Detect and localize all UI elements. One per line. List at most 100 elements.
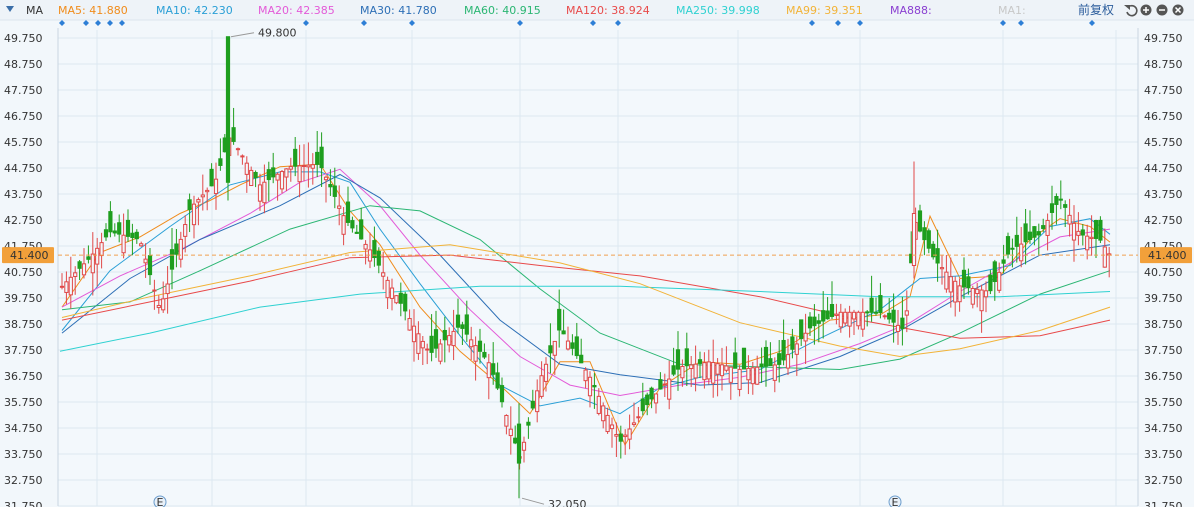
candle[interactable] [953,276,958,317]
candle[interactable] [596,388,601,416]
event-dot[interactable] [119,20,125,26]
candle[interactable] [1063,200,1068,228]
event-dot[interactable] [303,20,309,26]
candle[interactable] [891,293,896,343]
candle[interactable] [693,345,698,392]
candle[interactable] [1067,198,1072,237]
candle[interactable] [944,255,949,293]
candle[interactable] [645,392,650,416]
candle[interactable] [697,351,703,379]
candle[interactable] [684,332,689,387]
candle[interactable] [103,223,109,241]
event-dot[interactable] [409,20,415,26]
candle[interactable] [416,321,421,360]
candle[interactable] [781,319,786,366]
candle[interactable] [526,417,531,439]
event-dot[interactable] [857,20,863,26]
candle[interactable] [482,343,487,360]
indicator-selector[interactable]: MA [6,4,43,17]
candle[interactable] [992,259,997,301]
candle[interactable] [350,216,355,233]
candle[interactable] [763,340,769,387]
candle[interactable] [961,257,967,300]
candle[interactable] [301,144,307,182]
candle[interactable] [768,342,773,367]
candle[interactable] [328,169,333,196]
candle[interactable] [152,279,157,310]
undo-icon[interactable] [1124,4,1138,17]
candle[interactable] [293,136,298,177]
candle[interactable] [614,422,619,458]
candle[interactable] [253,170,258,188]
candle[interactable] [750,361,755,395]
candle[interactable] [979,284,984,333]
candle[interactable] [68,256,73,309]
candle[interactable] [605,407,610,434]
candle[interactable] [530,389,535,411]
candle[interactable] [689,355,694,388]
candle[interactable] [860,298,865,337]
candle[interactable] [755,355,760,385]
candle[interactable] [935,229,940,282]
event-dot[interactable] [1089,20,1095,26]
candle[interactable] [354,224,359,234]
candle[interactable] [381,251,386,290]
candle[interactable] [156,295,161,314]
candle[interactable] [587,371,593,408]
candle[interactable] [81,248,87,279]
candle[interactable] [165,266,170,314]
candle[interactable] [209,163,214,187]
candle[interactable] [495,362,500,391]
event-dot[interactable] [83,20,89,26]
candle[interactable] [535,379,540,423]
candle[interactable] [636,406,641,423]
candle[interactable] [812,304,817,345]
candle[interactable] [130,223,135,256]
candle[interactable] [169,227,175,290]
candle[interactable] [433,310,439,358]
candle[interactable] [425,343,430,365]
event-dot[interactable] [517,20,523,26]
candle[interactable] [917,204,923,233]
candle[interactable] [319,132,324,188]
candle[interactable] [869,275,874,322]
candle[interactable] [816,313,821,343]
candle[interactable] [477,328,483,364]
candle[interactable] [213,162,219,210]
candle[interactable] [931,241,936,260]
candle[interactable] [1014,216,1019,263]
candle[interactable] [521,436,527,463]
candle[interactable] [1019,226,1024,268]
candle[interactable] [759,347,764,383]
candle[interactable] [486,353,491,400]
ma-dropdown-icon[interactable] [6,6,14,12]
close-icon[interactable] [1172,4,1184,16]
candle[interactable] [548,323,553,374]
candle[interactable] [516,403,522,499]
event-dot[interactable] [835,20,841,26]
candle[interactable] [200,174,205,211]
candle[interactable] [970,285,975,309]
candle[interactable] [504,414,509,435]
candle[interactable] [112,223,117,237]
candle[interactable] [565,326,571,351]
candle[interactable] [649,386,654,409]
candle[interactable] [702,352,707,389]
candle[interactable] [618,425,623,459]
candle[interactable] [552,340,557,375]
candle[interactable] [337,185,342,226]
candle[interactable] [323,175,329,203]
adjust-mode-button[interactable]: 前复权 [1078,2,1114,17]
candle[interactable] [592,373,597,409]
candle[interactable] [825,297,830,320]
candle[interactable] [926,228,931,254]
candle[interactable] [77,259,82,280]
candle[interactable] [851,309,857,336]
candle[interactable] [873,297,879,316]
candle[interactable] [183,215,188,253]
candle[interactable] [464,300,469,342]
zoom-in-icon[interactable] [1140,4,1152,16]
candle[interactable] [922,221,927,256]
candle[interactable] [706,349,711,385]
event-dot[interactable] [1000,20,1006,26]
